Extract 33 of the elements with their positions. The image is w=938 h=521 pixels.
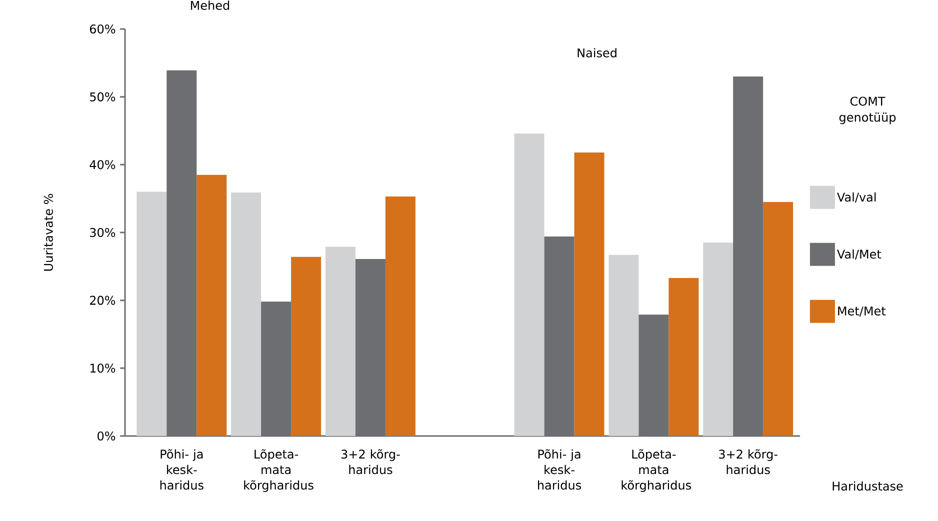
y-tick-label: 40% [90, 160, 116, 170]
y-tick-label: 30% [90, 228, 116, 238]
y-tick-label: 10% [90, 364, 116, 373]
bar [574, 152, 604, 436]
x-tick-label: 3+2 kõrg-haridus [719, 449, 778, 474]
y-axis-title: Uuritavate % [44, 194, 53, 271]
bar [291, 256, 322, 436]
legend-label: Met/Met [838, 306, 886, 316]
x-tick-label: Põhi- ja kesk-haridus [160, 449, 204, 490]
legend-label: Val/Met [837, 249, 882, 260]
bar [325, 246, 356, 436]
legend-title: COMT genotüüp [839, 96, 896, 124]
bar [668, 278, 699, 436]
y-tick-label: 0% [98, 431, 116, 441]
x-axis-title: Haridustase [832, 481, 903, 491]
bar [196, 174, 227, 436]
bar [136, 192, 167, 436]
y-tick-label: 60% [90, 24, 116, 34]
annotation: Naised [578, 48, 616, 58]
bar [608, 254, 639, 436]
x-tick-label: 3+2 kõrg-haridus [341, 449, 400, 474]
bar [385, 196, 416, 436]
legend-label: Val/val [837, 192, 876, 203]
x-tick-label: Põhi- ja kesk-haridus [538, 449, 582, 490]
bar [231, 192, 262, 436]
x-tick-label: Lõpeta-mata kõrgharidus [244, 449, 314, 492]
bar [703, 242, 734, 436]
x-tick-label: Lõpeta-mata kõrgharidus [622, 449, 692, 492]
text: Mehed [190, 0, 230, 10]
bar [514, 133, 544, 436]
y-tick-label: 50% [90, 92, 116, 102]
bar [763, 202, 794, 436]
y-tick-label: 20% [90, 296, 116, 305]
